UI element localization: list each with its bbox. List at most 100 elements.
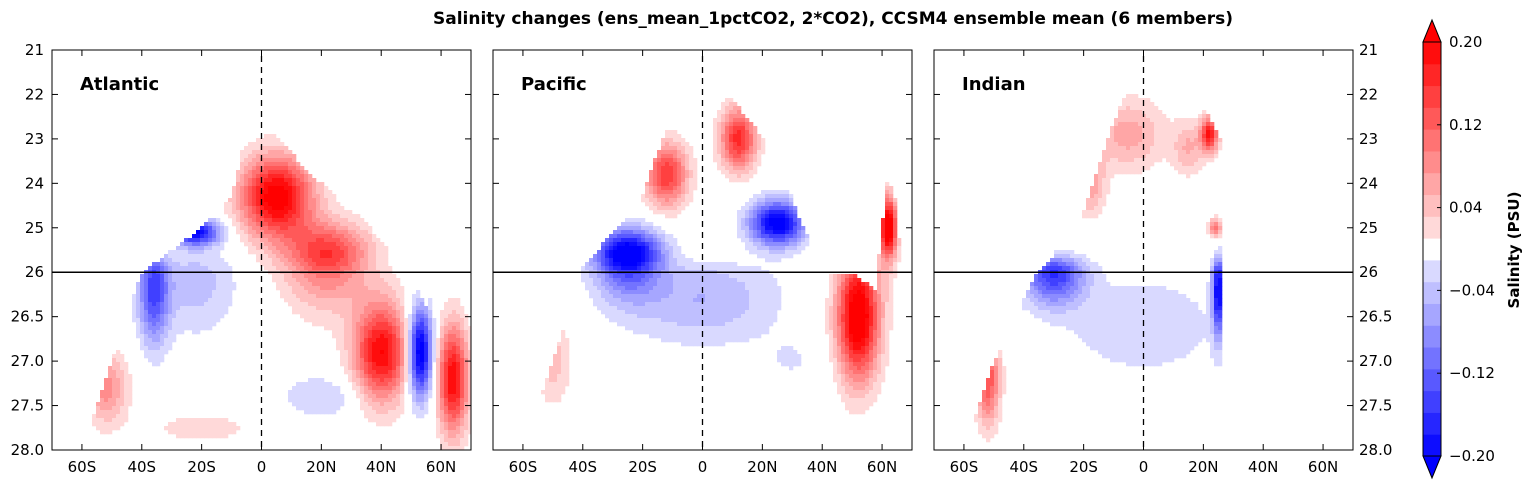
- salinity-cell: [324, 302, 329, 307]
- salinity-cell: [557, 346, 562, 351]
- salinity-cell: [208, 298, 213, 303]
- salinity-cell: [849, 366, 854, 371]
- salinity-cell: [172, 286, 177, 291]
- salinity-cell: [721, 102, 726, 107]
- salinity-cell: [649, 242, 654, 247]
- salinity-cell: [757, 302, 762, 307]
- salinity-cell: [645, 238, 650, 243]
- salinity-cell: [112, 418, 117, 423]
- salinity-cell: [665, 166, 670, 171]
- salinity-cell: [657, 330, 662, 335]
- salinity-cell: [585, 266, 590, 271]
- salinity-cell: [404, 330, 409, 335]
- salinity-cell: [412, 314, 417, 319]
- salinity-cell: [637, 294, 642, 299]
- salinity-cell: [452, 358, 457, 363]
- salinity-cell: [124, 370, 129, 375]
- salinity-cell: [693, 166, 698, 171]
- salinity-cell: [208, 426, 213, 431]
- salinity-cell: [845, 286, 850, 291]
- salinity-cell: [304, 250, 309, 255]
- salinity-cell: [693, 282, 698, 287]
- salinity-cell: [248, 178, 253, 183]
- salinity-cell: [657, 322, 662, 327]
- salinity-cell: [360, 402, 365, 407]
- salinity-cell: [272, 218, 277, 223]
- salinity-cell: [324, 314, 329, 319]
- salinity-cell: [336, 282, 341, 287]
- salinity-cell: [264, 170, 269, 175]
- salinity-cell: [272, 146, 277, 151]
- salinity-cell: [388, 402, 393, 407]
- salinity-cell: [837, 278, 842, 283]
- salinity-cell: [216, 278, 221, 283]
- salinity-cell: [316, 190, 321, 195]
- salinity-cell: [348, 350, 353, 355]
- salinity-cell: [665, 310, 670, 315]
- salinity-cell: [797, 226, 802, 231]
- salinity-cell: [757, 334, 762, 339]
- salinity-cell: [649, 226, 654, 231]
- salinity-cell: [693, 274, 698, 279]
- salinity-cell: [717, 266, 722, 271]
- salinity-cell: [637, 278, 642, 283]
- salinity-cell: [633, 306, 638, 311]
- salinity-cell: [240, 170, 245, 175]
- salinity-cell: [284, 158, 289, 163]
- salinity-cell: [280, 182, 285, 187]
- salinity-cell: [276, 254, 281, 259]
- salinity-cell: [400, 294, 405, 299]
- salinity-cell: [356, 274, 361, 279]
- salinity-cell: [104, 398, 109, 403]
- salinity-cell: [144, 294, 149, 299]
- salinity-cell: [300, 302, 305, 307]
- salinity-cell: [384, 382, 389, 387]
- salinity-cell: [364, 406, 369, 411]
- salinity-cell: [416, 350, 421, 355]
- salinity-cell: [641, 278, 646, 283]
- salinity-cell: [637, 286, 642, 291]
- salinity-cell: [172, 250, 177, 255]
- salinity-cell: [344, 314, 349, 319]
- salinity-cell: [320, 226, 325, 231]
- salinity-cell: [216, 274, 221, 279]
- salinity-cell: [428, 314, 433, 319]
- salinity-cell: [593, 274, 598, 279]
- salinity-cell: [288, 158, 293, 163]
- salinity-cell: [296, 226, 301, 231]
- salinity-cell: [400, 286, 405, 291]
- salinity-cell: [849, 306, 854, 311]
- salinity-cell: [745, 226, 750, 231]
- salinity-cell: [324, 326, 329, 331]
- salinity-cell: [424, 306, 429, 311]
- salinity-cell: [412, 378, 417, 383]
- salinity-cell: [448, 350, 453, 355]
- salinity-cell: [396, 398, 401, 403]
- salinity-cell: [272, 206, 277, 211]
- salinity-cell: [681, 322, 686, 327]
- salinity-cell: [228, 298, 233, 303]
- salinity-cell: [416, 314, 421, 319]
- salinity-cell: [268, 166, 273, 171]
- salinity-cell: [765, 214, 770, 219]
- salinity-cell: [380, 418, 385, 423]
- salinity-cell: [348, 234, 353, 239]
- salinity-cell: [276, 182, 281, 187]
- salinity-cell: [677, 182, 682, 187]
- salinity-cell: [661, 174, 666, 179]
- salinity-cell: [196, 298, 201, 303]
- salinity-cell: [112, 378, 117, 383]
- salinity-cell: [637, 274, 642, 279]
- salinity-cell: [749, 302, 754, 307]
- salinity-cell: [164, 302, 169, 307]
- salinity-cell: [248, 150, 253, 155]
- salinity-cell: [352, 286, 357, 291]
- salinity-cell: [412, 302, 417, 307]
- salinity-cell: [196, 258, 201, 263]
- salinity-cell: [160, 334, 165, 339]
- salinity-cell: [657, 206, 662, 211]
- salinity-cell: [729, 178, 734, 183]
- salinity-cell: [152, 362, 157, 367]
- salinity-cell: [460, 342, 465, 347]
- salinity-cell: [777, 294, 782, 299]
